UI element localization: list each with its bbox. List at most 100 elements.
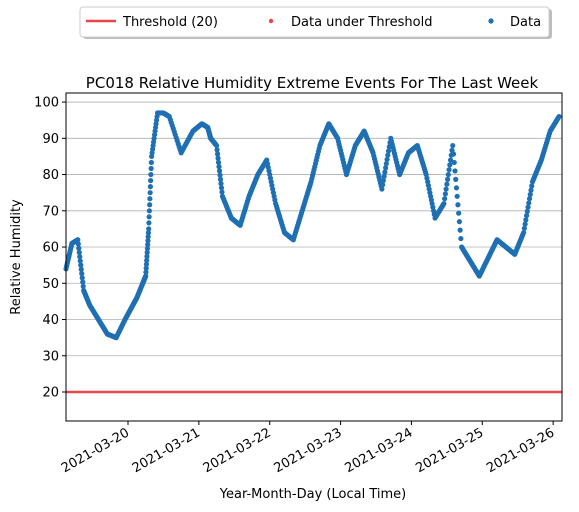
data-point [442,196,448,202]
y-tick-label: 80 [42,168,59,183]
data-point [453,185,460,191]
data-point [216,168,223,174]
data-point [445,176,451,182]
data-point [446,167,452,173]
data-point [146,220,152,226]
data-point [385,148,392,154]
data-point [218,181,224,187]
x-tick-label: 2021-03-23 [272,425,345,476]
data-point [146,214,152,220]
data-point [217,172,223,178]
y-tick-label: 60 [42,241,59,256]
legend-box [79,6,550,38]
data-point [455,202,461,208]
x-tick-label: 2021-03-26 [484,425,557,476]
legend-under-swatch [268,18,274,24]
data-point [384,156,390,163]
data-point [144,249,150,256]
data-point [214,151,221,157]
legend-data-swatch [488,18,494,24]
data-point [524,208,530,214]
data-point [148,177,154,184]
data-point [380,177,386,184]
data-point [218,185,225,191]
y-tick-label: 90 [42,132,59,147]
data-point [214,147,220,153]
data-point [458,235,464,242]
x-tick-label: 2021-03-20 [59,425,132,476]
data-point [146,226,152,232]
data-point [528,187,534,193]
data-point [143,261,150,267]
data-point [380,182,386,188]
legend-data-label: Data [510,15,541,30]
y-tick-label: 70 [42,204,59,219]
data-point [523,213,530,219]
legend-under-label: Data under Threshold [291,15,432,30]
y-axis: 20 30 40 50 60 70 80 90 100 [34,96,66,401]
data-point [144,253,150,259]
data-point [521,225,527,231]
data-point [441,200,447,207]
data-point [442,191,448,197]
data-point [76,249,82,256]
data-point [148,165,154,172]
data-point [529,183,535,189]
data-point [143,265,149,271]
data-point [452,168,458,174]
data-point [77,258,83,264]
data-point [456,210,462,216]
data-point [215,159,222,166]
data-point [447,162,453,168]
data-point [144,257,150,263]
data-point [382,169,388,175]
plot-frame [65,92,563,422]
data-point [147,196,153,202]
data-point [521,229,527,236]
data-point [143,273,149,279]
legend-threshold-label: Threshold (20) [122,15,218,30]
x-axis: 2021-03-202021-03-212021-03-222021-03-23… [59,421,557,476]
data-point [526,196,533,202]
data-point [381,173,387,179]
chart-title: PC018 Relative Humidity Extreme Events F… [86,74,539,92]
data-point [523,217,529,223]
data-point [80,283,86,289]
data-point [383,161,389,167]
data-point [522,221,528,227]
data-point [454,193,460,199]
data-point [145,238,151,244]
data-point [457,227,463,233]
data-point [526,200,532,206]
y-tick-label: 20 [42,386,59,401]
data-point [444,181,450,187]
data-point [76,245,82,251]
y-axis-label: Relative Humidity [9,199,24,315]
data-point [215,155,221,161]
y-tick-label: 50 [42,277,59,292]
data-point [379,186,385,192]
legend: Threshold (20) Data under Threshold Data [79,6,552,39]
data-point [148,159,154,166]
data-point [219,189,225,195]
data-point [451,159,457,166]
data-point [78,262,84,268]
data-point [450,142,456,149]
x-tick-label: 2021-03-25 [413,425,486,476]
data-point [527,191,533,198]
data-points [63,110,562,341]
data-point [78,266,84,272]
y-tick-label: 100 [34,96,59,111]
data-point [383,165,389,171]
y-tick-label: 40 [42,313,59,328]
data-point [75,241,81,247]
x-axis-label: Year-Month-Day (Local Time) [219,487,406,502]
data-point [145,242,151,248]
data-point [77,254,83,260]
data-point [79,271,85,277]
data-point [147,184,153,190]
data-point [147,202,153,208]
data-point [147,190,153,196]
data-point [525,204,531,210]
